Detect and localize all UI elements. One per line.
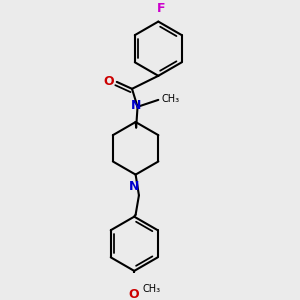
- Text: N: N: [129, 180, 140, 193]
- Text: N: N: [131, 99, 141, 112]
- Text: O: O: [128, 288, 139, 300]
- Text: O: O: [104, 75, 114, 88]
- Text: CH₃: CH₃: [162, 94, 180, 104]
- Text: F: F: [157, 2, 165, 15]
- Text: CH₃: CH₃: [142, 284, 161, 294]
